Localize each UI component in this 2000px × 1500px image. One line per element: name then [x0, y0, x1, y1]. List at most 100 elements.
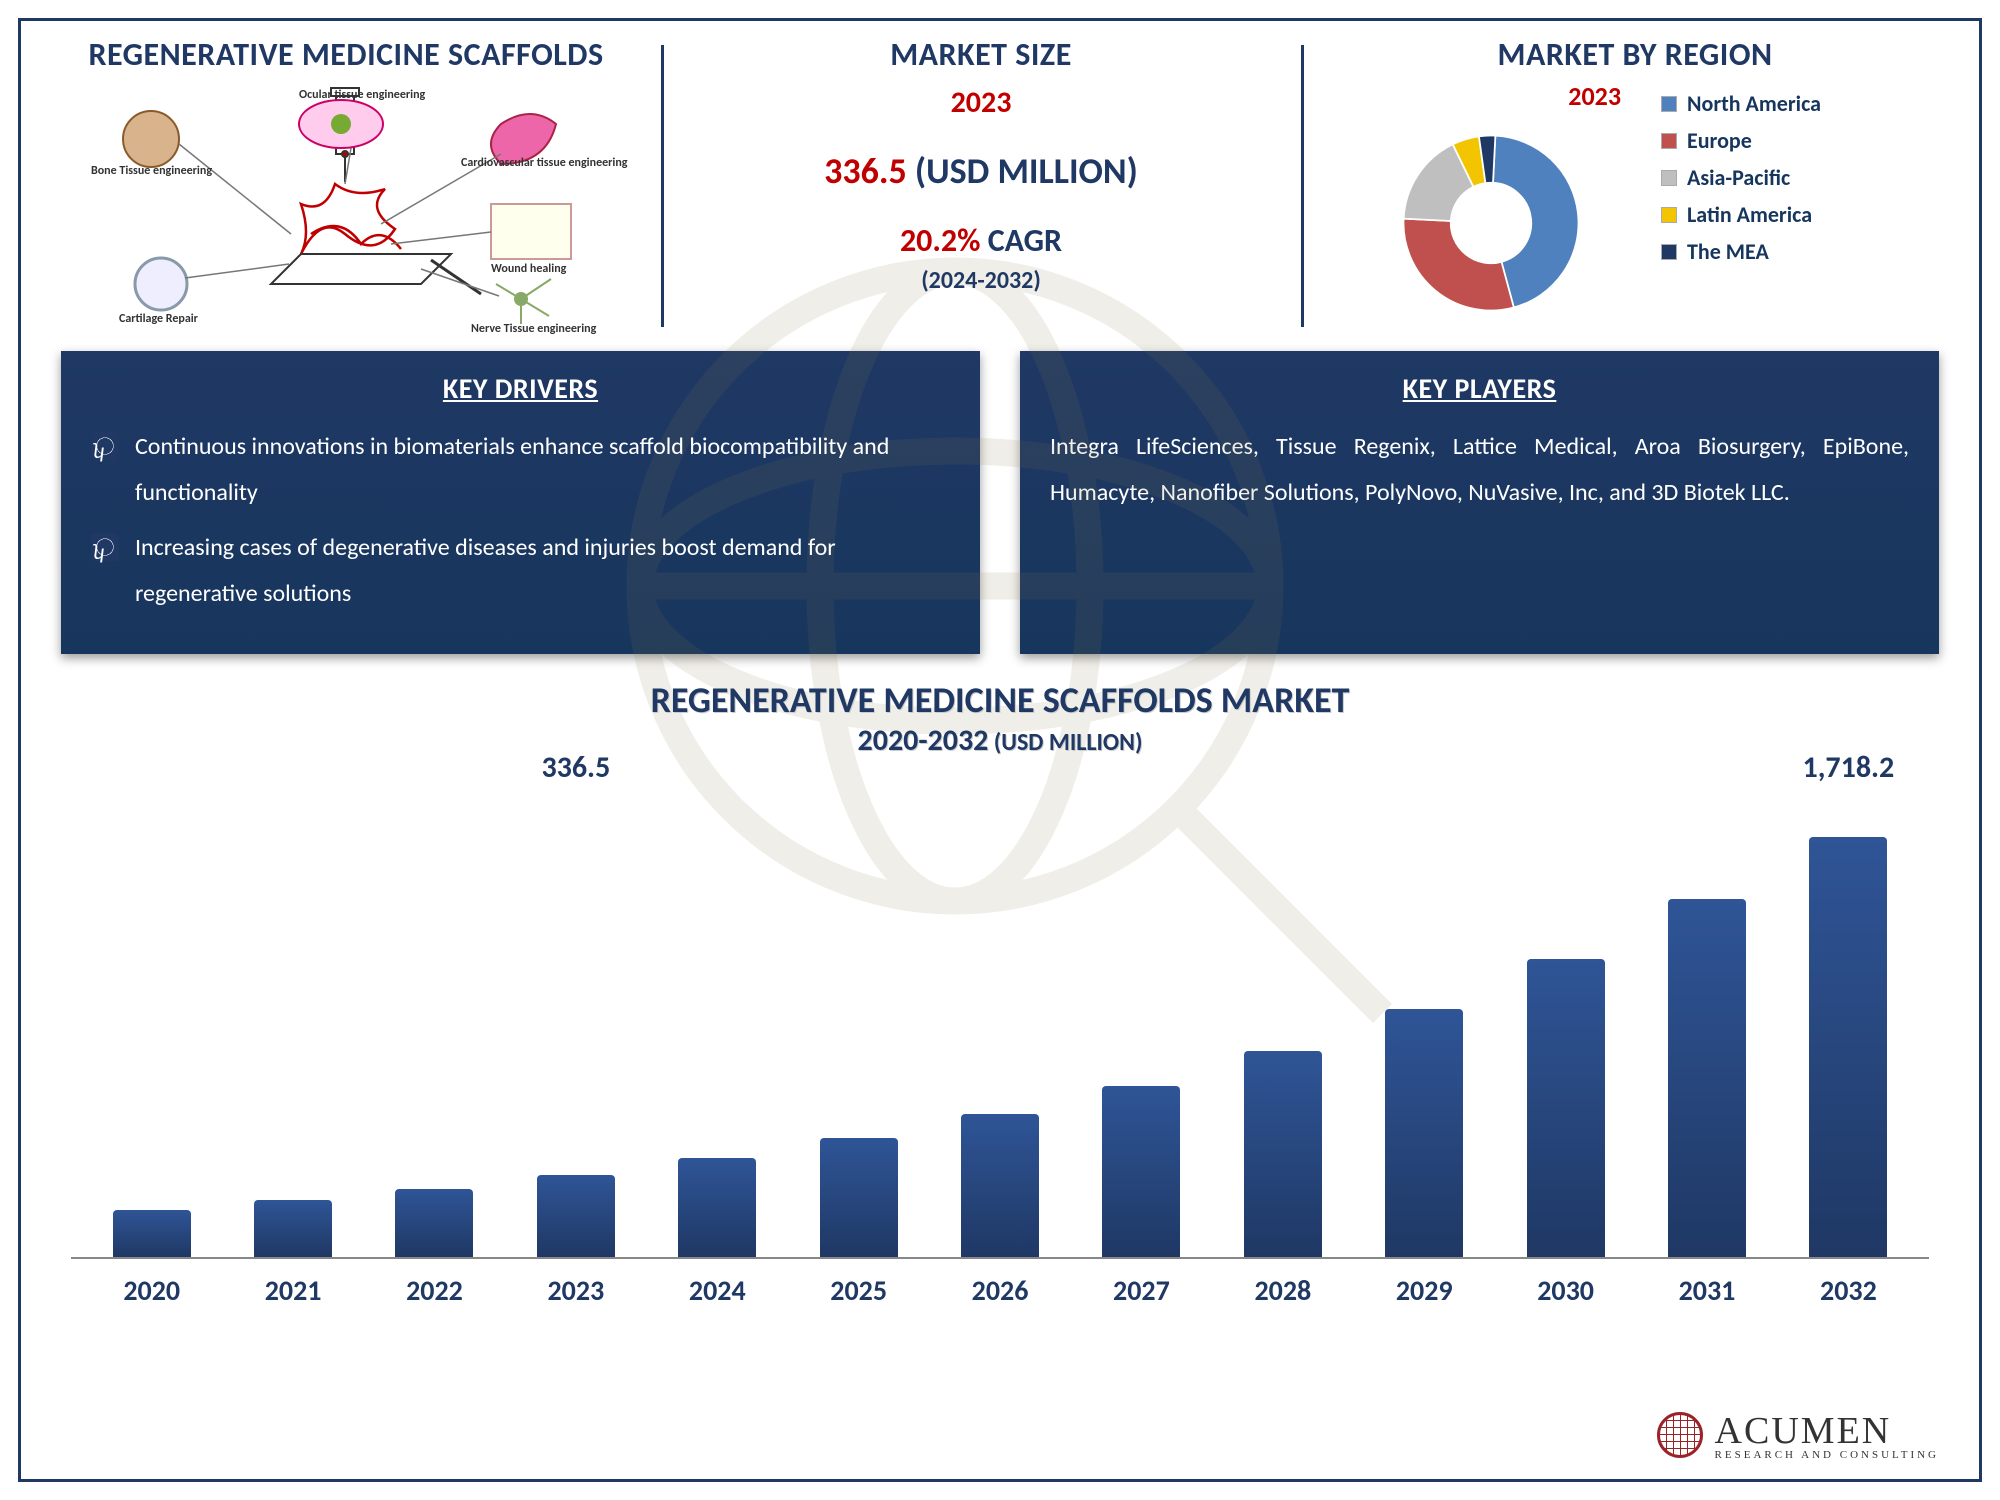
- caption-nerve: Nerve Tissue engineering: [471, 322, 596, 336]
- brand-globe-icon: [1657, 1412, 1703, 1458]
- legend-swatch: [1661, 244, 1677, 260]
- bar: [1102, 1086, 1180, 1258]
- bar-chart-block: REGENERATIVE MEDICINE SCAFFOLDS MARKET 2…: [21, 654, 1979, 1308]
- caption-cartilage: Cartilage Repair: [119, 312, 198, 326]
- caption-cardio: Cardiovascular tissue engineering: [461, 156, 628, 170]
- bar-slot: 336.5: [505, 789, 646, 1257]
- bar: [1244, 1051, 1322, 1258]
- legend-item: Latin America: [1661, 201, 1821, 228]
- bar-slot: [222, 789, 363, 1257]
- market-size-column: MARKET SIZE 2023 336.5 (USD MILLION) 20.…: [661, 21, 1301, 351]
- region-legend: North America Europe Asia-Pacific Latin Ame…: [1661, 80, 1821, 333]
- bar: [961, 1114, 1039, 1257]
- bar: [678, 1158, 756, 1257]
- legend-label: Europe: [1687, 127, 1752, 154]
- xaxis-tick: 2021: [222, 1273, 363, 1308]
- xaxis-tick: 2024: [647, 1273, 788, 1308]
- xaxis-tick: 2020: [81, 1273, 222, 1308]
- bar-slot: [929, 789, 1070, 1257]
- xaxis-tick: 2030: [1495, 1273, 1636, 1308]
- scaffold-diagram: Bone Tissue engineering Ocular tissue en…: [51, 84, 641, 334]
- bar: [1668, 899, 1746, 1258]
- chart-bars: 336.5 1,718.2: [71, 789, 1929, 1259]
- driver-item: ʮIncreasing cases of degenerative diseas…: [91, 525, 950, 616]
- infographic-frame: REGENERATIVE MEDICINE SCAFFOLDS: [18, 18, 1982, 1482]
- xaxis-tick: 2029: [1354, 1273, 1495, 1308]
- panels-row: KEY DRIVERS ʮContinuous innovations in b…: [21, 351, 1979, 654]
- bar-slot: [647, 789, 788, 1257]
- bar: [395, 1189, 473, 1257]
- legend-item: The MEA: [1661, 238, 1821, 265]
- market-by-region-column: MARKET BY REGION 2023 North America Europ…: [1301, 21, 1979, 351]
- top-row: REGENERATIVE MEDICINE SCAFFOLDS: [21, 21, 1979, 351]
- brand-name-block: ACUMEN RESEARCH AND CONSULTING: [1715, 1409, 1939, 1461]
- bar-slot: [788, 789, 929, 1257]
- legend-label: North America: [1687, 90, 1821, 117]
- cagr-period: (2024-2032): [681, 266, 1281, 295]
- xaxis-tick: 2026: [929, 1273, 1070, 1308]
- brand-tag: RESEARCH AND CONSULTING: [1715, 1449, 1939, 1461]
- chart-title-line2: 2020-2032 (USD MILLION): [71, 722, 1929, 759]
- market-size-value-unit: (USD MILLION): [907, 149, 1138, 193]
- bar-slot: 1,718.2: [1778, 789, 1919, 1257]
- caption-wound: Wound healing: [491, 262, 566, 276]
- caption-ocular: Ocular tissue engineering: [299, 88, 425, 102]
- brand-name: ACUMEN: [1715, 1410, 1892, 1452]
- legend-item: Asia-Pacific: [1661, 164, 1821, 191]
- legend-item: North America: [1661, 90, 1821, 117]
- legend-swatch: [1661, 133, 1677, 149]
- driver-bullet-icon: ʮ: [93, 430, 104, 472]
- brand-footer: ACUMEN RESEARCH AND CONSULTING: [1657, 1409, 1939, 1461]
- bar-slot: [1212, 789, 1353, 1257]
- xaxis-tick: 2028: [1212, 1273, 1353, 1308]
- bar-slot: [81, 789, 222, 1257]
- bar-value-label: 1,718.2: [1802, 749, 1894, 829]
- chart-xaxis: 2020202120222023202420252026202720282029…: [71, 1259, 1929, 1308]
- key-players-text: Integra LifeSciences, Tissue Regenix, La…: [1050, 424, 1909, 515]
- legend-label: Latin America: [1687, 201, 1812, 228]
- market-size-year: 2023: [681, 84, 1281, 121]
- market-size-value: 336.5 (USD MILLION): [681, 149, 1281, 193]
- bar: [1385, 1009, 1463, 1257]
- driver-bullet-icon: ʮ: [93, 531, 104, 573]
- market-size-value-number: 336.5: [824, 149, 907, 193]
- key-drivers-title: KEY DRIVERS: [91, 371, 950, 406]
- donut-segment: [1404, 219, 1514, 311]
- scaffolds-column: REGENERATIVE MEDICINE SCAFFOLDS: [21, 21, 661, 351]
- market-size-cagr: 20.2% CAGR: [681, 221, 1281, 260]
- legend-swatch: [1661, 96, 1677, 112]
- bar-value-label: 336.5: [541, 749, 610, 1167]
- cagr-label: CAGR: [980, 221, 1062, 260]
- xaxis-tick: 2031: [1636, 1273, 1777, 1308]
- bar-slot: [1495, 789, 1636, 1257]
- xaxis-tick: 2025: [788, 1273, 929, 1308]
- legend-item: Europe: [1661, 127, 1821, 154]
- bar: [254, 1200, 332, 1257]
- xaxis-tick: 2032: [1778, 1273, 1919, 1308]
- region-year: 2023: [1321, 80, 1661, 112]
- bar-slot: [364, 789, 505, 1257]
- xaxis-tick: 2022: [364, 1273, 505, 1308]
- legend-swatch: [1661, 170, 1677, 186]
- xaxis-tick: 2027: [1071, 1273, 1212, 1308]
- bar: [1809, 837, 1887, 1257]
- legend-swatch: [1661, 207, 1677, 223]
- key-players-title: KEY PLAYERS: [1050, 371, 1909, 406]
- chart-title-range: 2020-2032: [858, 722, 989, 759]
- key-drivers-panel: KEY DRIVERS ʮContinuous innovations in b…: [61, 351, 980, 654]
- legend-label: Asia-Pacific: [1687, 164, 1790, 191]
- caption-bone: Bone Tissue engineering: [91, 164, 212, 178]
- key-players-panel: KEY PLAYERS Integra LifeSciences, Tissue…: [1020, 351, 1939, 654]
- donut-holder: 2023: [1321, 80, 1661, 333]
- bar: [820, 1138, 898, 1257]
- region-donut-chart: [1376, 118, 1606, 328]
- legend-label: The MEA: [1687, 238, 1769, 265]
- market-by-region-title: MARKET BY REGION: [1321, 35, 1949, 74]
- bar-slot: [1636, 789, 1777, 1257]
- driver-item: ʮContinuous innovations in biomaterials …: [91, 424, 950, 515]
- bar: [113, 1210, 191, 1257]
- key-drivers-list: ʮContinuous innovations in biomaterials …: [91, 424, 950, 616]
- chart-title-line1: REGENERATIVE MEDICINE SCAFFOLDS MARKET: [71, 678, 1929, 722]
- cagr-number: 20.2%: [900, 221, 981, 260]
- market-size-title: MARKET SIZE: [681, 35, 1281, 74]
